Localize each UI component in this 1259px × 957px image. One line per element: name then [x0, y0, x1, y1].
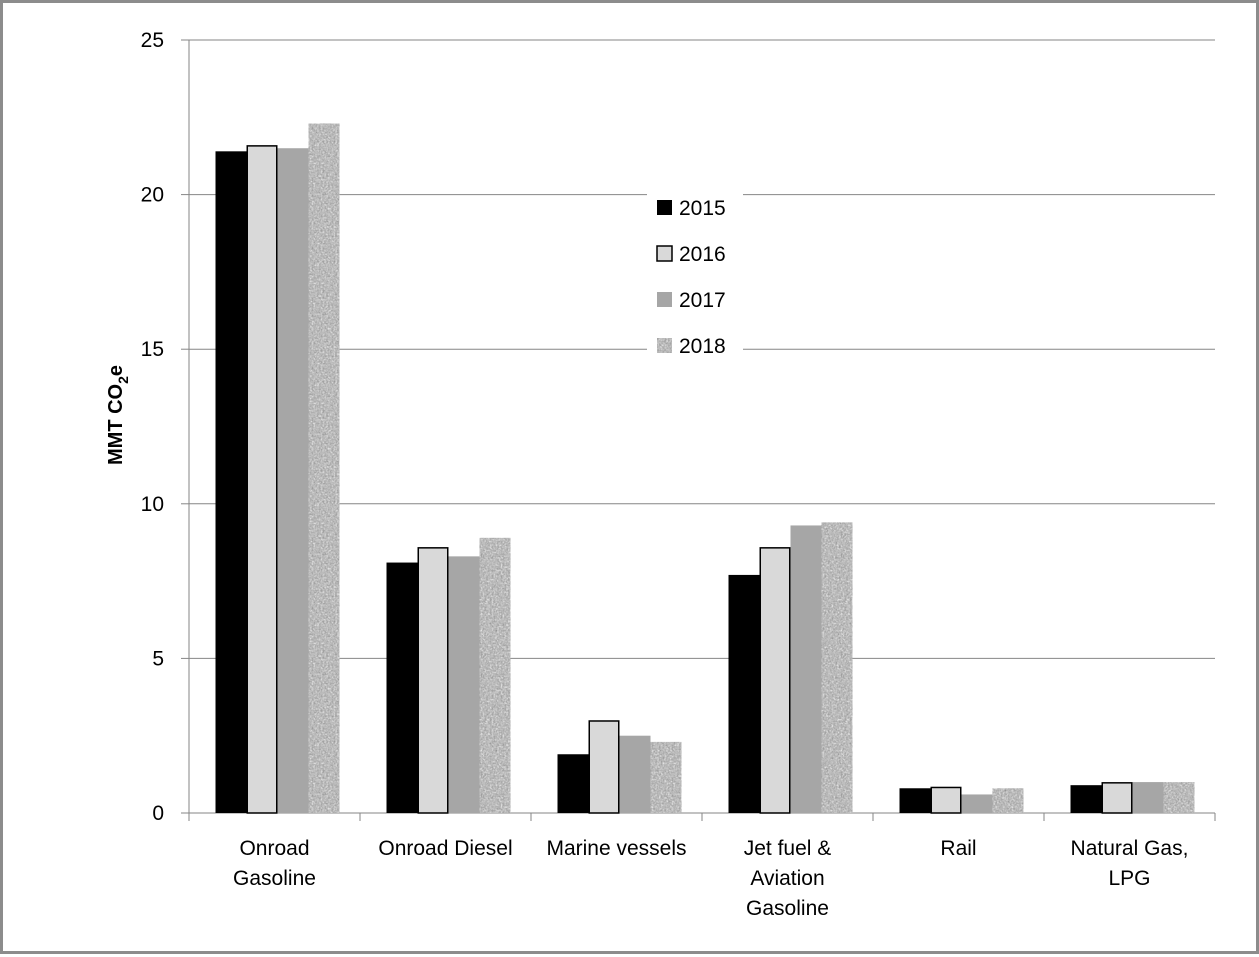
bar-2017-3 [790, 525, 822, 813]
bar-2016-5 [1101, 782, 1133, 814]
y-axis-label: MMT CO2e [105, 365, 131, 465]
x-category-label: Rail [940, 837, 976, 860]
legend: 2015 2016 2017 2018 [647, 180, 743, 370]
legend-swatch-2015 [657, 200, 672, 215]
x-category-label-line: Marine vessels [546, 837, 686, 860]
bar-chart: 0 5 10 15 20 25 Onroad Gasoline Onroad Diesel Ma… [105, 29, 1216, 920]
bar-2015-3 [728, 574, 760, 813]
bar-2016-3 [759, 547, 791, 814]
bar-2018-3 [821, 522, 853, 813]
bar-2015-1 [386, 562, 418, 813]
x-category-label-line: Jet fuel & [744, 837, 832, 860]
bar-2016-1 [417, 547, 449, 814]
x-category-label-line: Gasoline [233, 867, 316, 890]
bar-2017-2 [619, 735, 651, 813]
legend-label-2016: 2016 [679, 243, 726, 266]
bar-2018-2 [650, 741, 682, 813]
x-category-label: Jet fuel & Aviation Gasoline [744, 837, 832, 920]
legend-label-2015: 2015 [679, 197, 726, 220]
legend-label-2018: 2018 [679, 335, 726, 358]
y-axis-label-main: MMT CO [105, 384, 127, 465]
y-tick-label: 5 [152, 647, 164, 670]
x-category-label: Onroad Gasoline [233, 837, 316, 890]
bar-2017-4 [961, 794, 993, 813]
legend-label-2017: 2017 [679, 289, 726, 312]
bar-2016-4 [930, 786, 962, 814]
bar-2015-0 [215, 151, 247, 813]
y-axis-label-subscript: 2 [115, 376, 131, 384]
bar-2018-4 [992, 788, 1024, 813]
x-category-label-line: LPG [1108, 867, 1150, 890]
bar-2016-2 [588, 720, 620, 814]
bar-2018-5 [1163, 782, 1195, 813]
bar-2016-0 [246, 145, 278, 814]
x-category-label-line: Onroad [239, 837, 309, 860]
axes [181, 39, 1216, 821]
legend-swatch-2017 [657, 292, 672, 307]
bar-2017-0 [277, 148, 309, 814]
bar-2015-4 [899, 788, 931, 813]
x-category-label: Natural Gas, LPG [1071, 837, 1189, 890]
x-category-label: Marine vessels [546, 837, 686, 860]
legend-swatch-2016 [656, 245, 673, 262]
y-axis-tick-labels: 0 5 10 15 20 25 [141, 29, 164, 825]
bar-2017-1 [448, 556, 480, 813]
y-tick-label: 25 [141, 29, 164, 52]
x-category-label-line: Rail [940, 837, 976, 860]
y-tick-label: 15 [141, 338, 164, 361]
legend-swatch-2018 [657, 338, 672, 353]
x-category-label-line: Gasoline [746, 897, 829, 920]
bar-2015-2 [557, 754, 589, 813]
x-category-label-line: Natural Gas, [1071, 837, 1189, 860]
bar-2018-0 [308, 123, 340, 813]
x-category-label-line: Onroad Diesel [378, 837, 512, 860]
bar-2015-5 [1070, 785, 1102, 813]
y-tick-label: 20 [141, 184, 164, 207]
y-axis-label-suffix: e [105, 365, 127, 376]
x-category-label: Onroad Diesel [378, 837, 512, 860]
bar-2017-5 [1132, 782, 1164, 813]
bar-2018-1 [479, 537, 511, 813]
x-axis-category-labels: Onroad Gasoline Onroad Diesel Marine vessel… [233, 837, 1188, 920]
x-category-label-line: Aviation [750, 867, 824, 890]
y-tick-label: 0 [152, 802, 164, 825]
y-tick-label: 10 [141, 493, 164, 516]
bars [215, 123, 1195, 814]
